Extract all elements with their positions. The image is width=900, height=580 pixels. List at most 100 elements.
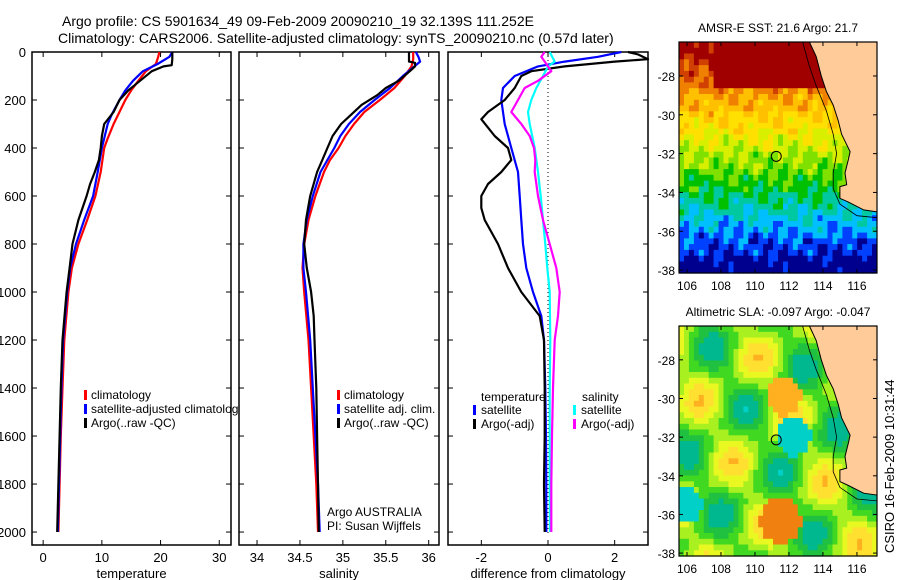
map-cell	[688, 366, 695, 373]
legend-swatch	[337, 404, 340, 414]
map-cell	[773, 157, 779, 164]
map-cell	[718, 209, 725, 216]
map-cell	[713, 238, 720, 245]
map-cell	[822, 255, 828, 263]
map-cell	[763, 349, 769, 356]
map-cell	[713, 400, 720, 408]
map-cell	[817, 238, 824, 245]
map-cell	[852, 215, 858, 222]
map-cell	[812, 134, 819, 141]
map-cell	[812, 360, 819, 367]
map-cell	[783, 174, 789, 182]
map-cell	[773, 232, 779, 239]
map-cell	[842, 533, 848, 540]
map-cell	[698, 446, 705, 454]
map-cell	[693, 145, 700, 153]
map-cell	[802, 464, 809, 471]
map-cell	[842, 255, 848, 263]
map-cell	[783, 180, 789, 187]
map-cell	[738, 366, 744, 373]
map-cell	[708, 527, 715, 534]
map-cell	[783, 550, 789, 557]
map-cell	[778, 267, 784, 274]
map-cell	[713, 521, 720, 528]
map-cell	[708, 383, 715, 390]
y-tick-label: -38	[658, 264, 676, 278]
x-tick-label: 2	[611, 550, 618, 565]
map-cell	[832, 174, 838, 182]
map-cell	[787, 197, 794, 205]
map-cell	[684, 134, 690, 141]
map-cell	[708, 128, 715, 135]
map-cell	[688, 65, 695, 72]
map-cell	[758, 435, 764, 442]
map-cell	[852, 487, 858, 494]
map-cell	[773, 527, 779, 534]
map-cell	[703, 349, 710, 356]
map-cell	[723, 94, 729, 101]
map-cell	[728, 145, 734, 153]
map-cell	[812, 550, 819, 557]
isobath-line	[802, 325, 878, 502]
map-cell	[733, 492, 739, 500]
map-cell	[713, 515, 720, 523]
map-cell	[679, 504, 685, 511]
map-cell	[728, 498, 734, 505]
map-cell	[743, 354, 749, 362]
map-cell	[862, 244, 868, 251]
map-cell	[738, 383, 744, 390]
map-cell	[758, 377, 764, 385]
map-cell	[827, 464, 833, 471]
map-cell	[743, 122, 749, 130]
map-cell	[748, 186, 754, 193]
map-cell	[792, 452, 799, 459]
map-cell	[778, 446, 784, 454]
map-cell	[743, 452, 749, 459]
map-cell	[753, 59, 759, 66]
map-cell	[698, 504, 705, 511]
map-cell	[773, 544, 779, 551]
map-cell	[698, 249, 705, 257]
map-cell	[822, 134, 828, 141]
map-cell	[743, 99, 749, 107]
map-cell	[718, 174, 725, 182]
map-cell	[753, 192, 759, 199]
map-cell	[807, 400, 814, 408]
map-cell	[698, 337, 705, 344]
map-cell	[827, 244, 833, 251]
map-cell	[708, 267, 715, 274]
map-cell	[857, 550, 863, 557]
map-cell	[758, 337, 764, 344]
map-cell	[718, 343, 725, 350]
map-cell	[807, 94, 814, 101]
map-cell	[708, 492, 715, 500]
map-cell	[802, 544, 809, 551]
map-cell	[713, 395, 720, 402]
map-cell	[867, 249, 873, 257]
map-cell	[748, 360, 754, 367]
map-cell	[684, 521, 690, 528]
map-cell	[807, 372, 814, 379]
map-cell	[693, 446, 700, 454]
map-cell	[703, 197, 710, 205]
map-cell	[802, 65, 809, 72]
map-cell	[693, 435, 700, 442]
map-cell	[807, 423, 814, 431]
map-cell	[693, 94, 700, 101]
map-cell	[723, 76, 729, 84]
map-cell	[688, 186, 695, 193]
map-cell	[698, 267, 705, 274]
map-cell	[718, 145, 725, 153]
map-cell	[733, 215, 739, 222]
map-cell	[738, 140, 744, 147]
map-cell	[773, 423, 779, 431]
map-cell	[812, 515, 819, 523]
map-cell	[728, 487, 734, 494]
map-cell	[684, 492, 690, 500]
map-cell	[713, 349, 720, 356]
map-cell	[812, 209, 819, 216]
map-cell	[733, 464, 739, 471]
map-cell	[693, 82, 700, 89]
map-cell	[778, 504, 784, 511]
map-cell	[728, 481, 734, 488]
